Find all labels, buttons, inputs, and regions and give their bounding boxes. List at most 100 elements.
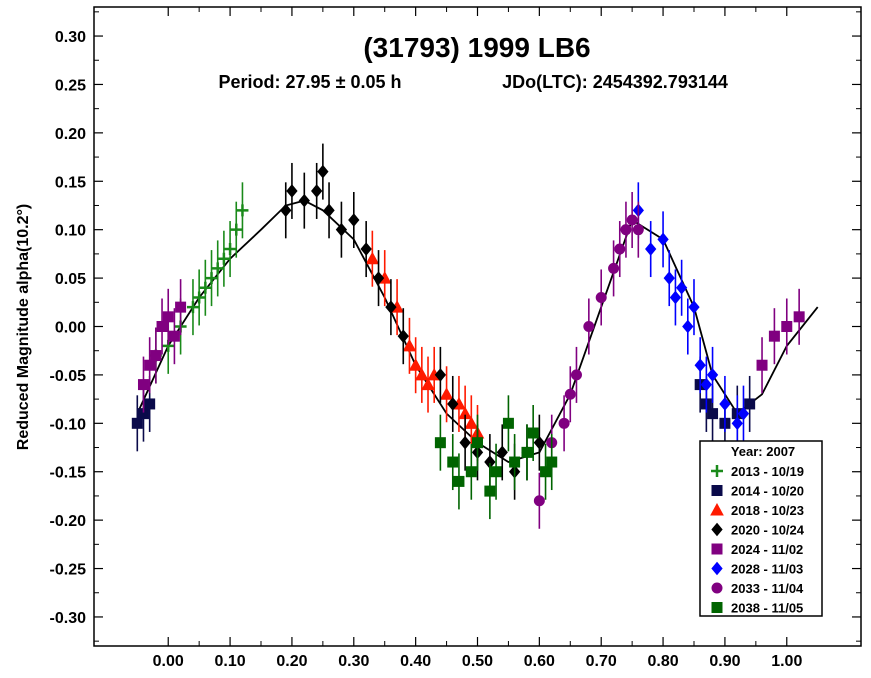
data-point — [546, 456, 558, 468]
data-point — [453, 475, 465, 487]
legend-marker — [711, 522, 723, 537]
y-tick-label: -0.05 — [50, 368, 87, 385]
data-point — [731, 416, 743, 431]
data-point — [211, 262, 224, 275]
data-point — [414, 367, 429, 381]
data-point — [323, 203, 335, 218]
series-3 — [365, 230, 485, 461]
data-point — [434, 368, 447, 382]
data-point — [230, 223, 243, 236]
data-point — [768, 330, 780, 342]
legend-marker — [711, 485, 723, 496]
x-tick-label: 0.50 — [462, 653, 493, 670]
x-tick-label: 0.10 — [215, 653, 246, 670]
data-point — [694, 358, 706, 373]
y-tick-label: -0.10 — [50, 416, 87, 433]
data-point — [162, 311, 174, 323]
legend-marker — [711, 561, 723, 576]
legend-marker — [711, 602, 723, 613]
data-point — [193, 291, 206, 304]
legend-label: 2038 - 11/05 — [731, 601, 803, 616]
x-tick-label: 0.80 — [647, 653, 678, 670]
legend-label: 2013 - 10/19 — [731, 464, 804, 479]
data-point — [298, 193, 310, 208]
data-point — [719, 397, 731, 411]
data-point — [131, 417, 143, 429]
data-point — [533, 435, 546, 450]
data-point — [217, 252, 230, 265]
data-point — [781, 321, 793, 332]
data-point — [175, 301, 187, 313]
legend-label: 2020 - 10/24 — [731, 523, 805, 538]
data-point — [595, 291, 607, 303]
data-point — [385, 300, 397, 314]
y-tick-label: -0.20 — [50, 513, 87, 530]
chart-subtitle-epoch: JDo(LTC): 2454392.793144 — [502, 72, 728, 92]
data-point — [186, 301, 199, 314]
data-point — [614, 243, 626, 255]
x-tick-label: 1.00 — [771, 653, 802, 670]
data-point — [459, 435, 471, 450]
data-point — [645, 242, 657, 256]
data-point — [663, 271, 675, 285]
y-tick-label: -0.30 — [50, 610, 87, 627]
series-6 — [632, 182, 750, 452]
data-point — [669, 290, 682, 305]
legend-marker — [710, 502, 724, 516]
data-point — [421, 377, 435, 391]
data-point — [465, 466, 477, 478]
chart-subtitle-period: Period: 27.95 ± 0.05 h — [219, 72, 402, 92]
legend-marker — [711, 582, 723, 594]
series-7 — [533, 192, 644, 529]
data-point — [657, 232, 669, 247]
legend-label: 2018 - 10/23 — [731, 503, 804, 518]
data-point — [707, 408, 719, 420]
data-point — [570, 369, 582, 381]
data-point — [744, 398, 756, 410]
data-point — [496, 445, 508, 460]
data-point — [484, 485, 496, 497]
data-point — [626, 214, 638, 226]
data-point — [335, 222, 348, 237]
x-tick-label: 0.20 — [276, 653, 307, 670]
data-point — [402, 338, 417, 352]
legend-label: 2014 - 10/20 — [731, 484, 804, 499]
data-point — [527, 427, 539, 439]
data-point — [397, 329, 409, 343]
data-point — [236, 204, 249, 217]
y-tick-label: 0.15 — [55, 174, 86, 191]
y-tick-label: 0.10 — [55, 223, 86, 240]
data-point — [150, 350, 162, 362]
data-point — [737, 406, 750, 421]
data-point — [700, 377, 713, 392]
legend-title: Year: 2007 — [731, 444, 795, 459]
data-point — [199, 281, 212, 294]
x-tick-label: 0.70 — [586, 653, 617, 670]
data-point — [509, 456, 521, 468]
data-point — [439, 387, 454, 400]
data-point — [682, 319, 694, 334]
data-point — [205, 272, 218, 285]
data-point — [620, 224, 632, 236]
data-point — [224, 243, 237, 256]
data-point — [464, 416, 479, 429]
axis-ticks: 0.00 0.10 0.20 0.30 0.40 0.50 0.60 0.70 0.80 0.90… — [50, 7, 861, 670]
data-point — [533, 495, 545, 507]
data-point — [558, 417, 570, 429]
y-axis-label: Reduced Magnitude alpha(10.2°) — [15, 204, 32, 450]
series-8 — [434, 395, 558, 520]
legend-label: 2028 - 11/03 — [731, 562, 803, 577]
data-point — [675, 280, 688, 295]
series-4 — [280, 143, 546, 500]
data-point — [137, 379, 149, 391]
data-points — [131, 143, 805, 529]
data-point — [521, 446, 533, 458]
data-point — [311, 184, 323, 198]
x-tick-label: 0.30 — [338, 653, 369, 670]
x-tick-label: 0.90 — [709, 653, 740, 670]
legend-marker — [711, 465, 723, 477]
data-point — [502, 417, 514, 429]
y-tick-label: 0.20 — [55, 126, 86, 143]
legend: Year: 2007 2013 - 10/19 2014 - 10/20 2018 … — [699, 440, 823, 617]
